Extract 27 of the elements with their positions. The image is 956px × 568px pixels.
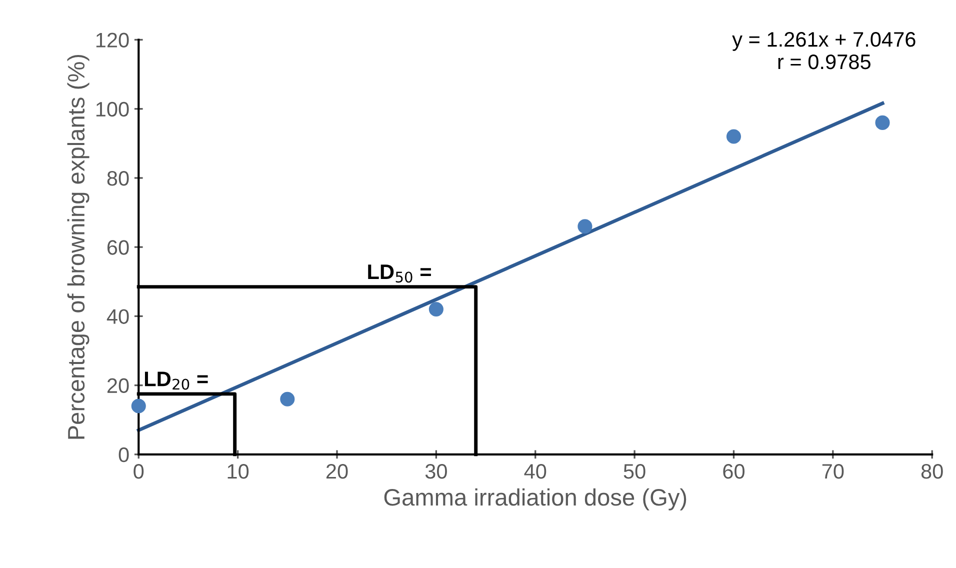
point (131, 398, 146, 414)
x-tick-label: 10 (228, 464, 249, 479)
y-axis-title: Percentage of browning explants (%) (67, 54, 90, 439)
x-tick-label: 60 (723, 464, 745, 479)
annotation: LD$_{20}$ = (144, 372, 208, 390)
y-tick-label: 100 (96, 102, 129, 117)
y-tick-label: 40 (106, 309, 129, 324)
y-tick-label: 120 (96, 32, 129, 48)
point (875, 115, 890, 130)
x-axis-title: Gamma irradiation dose (Gy) (384, 488, 686, 510)
x-tick-label: 80 (921, 464, 943, 479)
y-tick-label: 20 (107, 378, 129, 394)
x-tick-label: 70 (822, 464, 844, 479)
x-tick-label: 30 (425, 464, 447, 479)
x-tick-label: 40 (524, 464, 546, 479)
x-tick-label: 0 (134, 464, 144, 479)
point (578, 219, 592, 234)
y-tick-label: 60 (107, 240, 129, 255)
point (428, 302, 444, 317)
annotation: y = 1.261x + 7.0476 r = 0.9785 (732, 32, 916, 70)
point (280, 392, 295, 406)
point (726, 129, 742, 144)
y-tick-label: 0 (118, 447, 129, 462)
x-tick-label: 50 (624, 464, 646, 479)
y-tick-label: 80 (107, 170, 129, 186)
annotation: LD$_{50}$ = (368, 264, 431, 283)
x-tick-label: 20 (326, 464, 348, 479)
